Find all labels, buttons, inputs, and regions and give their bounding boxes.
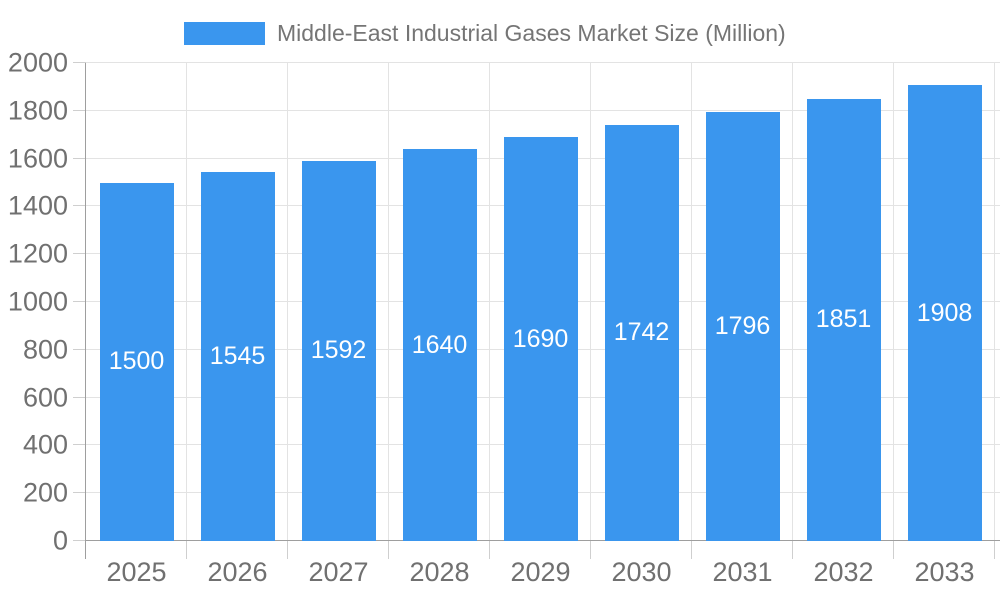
bar-value-label: 1690: [512, 324, 569, 353]
bar-value-label: 1500: [108, 347, 165, 376]
x-tick-label: 2026: [207, 557, 268, 587]
x-gridline: [388, 63, 389, 541]
x-gridline: [489, 63, 490, 541]
x-gridline: [590, 63, 591, 541]
legend-swatch[interactable]: [184, 22, 265, 45]
x-gridline: [893, 63, 894, 541]
x-tick-label: 2031: [712, 557, 773, 587]
x-tick-label: 2028: [409, 557, 470, 587]
bar-value-label: 1545: [209, 341, 266, 370]
y-tick-label: 1400: [7, 190, 68, 221]
x-gridline: [186, 63, 187, 541]
y-tick: [73, 492, 86, 494]
x-gridline: [287, 63, 288, 541]
bar[interactable]: 1640: [402, 149, 477, 541]
x-tick-label: 2027: [308, 557, 369, 587]
x-tick: [287, 541, 288, 559]
y-tick: [73, 348, 86, 350]
x-tick: [489, 541, 490, 559]
bar-value-label: 1796: [714, 311, 771, 340]
bar[interactable]: 1908: [907, 85, 982, 541]
y-tick: [73, 396, 86, 398]
bar[interactable]: 1851: [806, 98, 881, 541]
y-tick-label: 2000: [7, 47, 68, 78]
y-tick: [73, 253, 86, 255]
y-tick-label: 0: [52, 525, 68, 556]
y-tick-label: 1000: [7, 286, 68, 317]
x-tick-label: 2032: [813, 557, 874, 587]
y-gridline: [86, 109, 1000, 111]
bar[interactable]: 1796: [705, 111, 780, 541]
x-tick-label: 2029: [510, 557, 571, 587]
y-tick-label: 600: [22, 382, 68, 413]
y-tick-label: 800: [22, 334, 68, 365]
x-tick: [792, 541, 793, 559]
bar[interactable]: 1742: [604, 124, 679, 541]
y-gridline: [86, 62, 1000, 63]
bar[interactable]: 1545: [200, 171, 275, 541]
y-tick-label: 1200: [7, 238, 68, 269]
x-tick: [590, 541, 591, 559]
x-gridline: [994, 63, 995, 541]
y-tick-label: 200: [22, 477, 68, 508]
y-tick: [73, 205, 86, 207]
bar[interactable]: 1690: [503, 137, 578, 541]
x-gridline: [792, 63, 793, 541]
x-tick: [893, 541, 894, 559]
bar-value-label: 1908: [916, 298, 973, 327]
bar-value-label: 1640: [411, 330, 468, 359]
legend[interactable]: Middle-East Industrial Gases Market Size…: [184, 21, 786, 46]
bar-value-label: 1851: [815, 305, 872, 334]
x-tick: [691, 541, 692, 559]
y-tick: [73, 62, 86, 63]
bar[interactable]: 1592: [301, 160, 376, 541]
legend-label[interactable]: Middle-East Industrial Gases Market Size…: [277, 20, 786, 46]
y-tick: [73, 109, 86, 111]
x-tick: [994, 541, 995, 559]
x-tick-label: 2033: [914, 557, 975, 587]
y-tick: [73, 540, 86, 541]
bar-value-label: 1742: [613, 318, 670, 347]
y-tick-label: 1600: [7, 143, 68, 174]
x-tick-label: 2025: [106, 557, 167, 587]
x-tick: [186, 541, 187, 559]
bar-value-label: 1592: [310, 336, 367, 365]
x-tick: [388, 541, 389, 559]
bar[interactable]: 1500: [99, 182, 174, 541]
y-tick: [73, 444, 86, 446]
x-tick-label: 2030: [611, 557, 672, 587]
y-tick-label: 1800: [7, 95, 68, 126]
y-tick: [73, 301, 86, 302]
x-gridline: [691, 63, 692, 541]
y-axis-line: [85, 63, 86, 559]
y-tick: [73, 157, 86, 159]
y-tick-label: 400: [22, 429, 68, 460]
